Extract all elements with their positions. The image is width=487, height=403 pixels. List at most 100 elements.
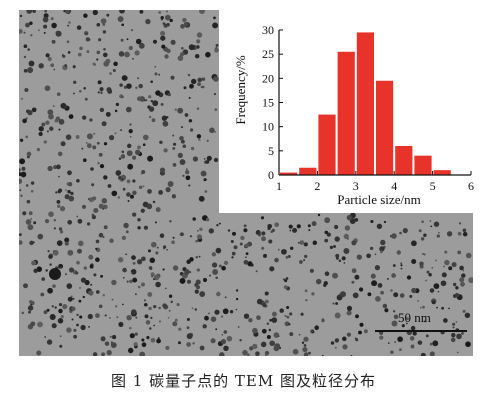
nanoparticle-dot [383,220,387,224]
nanoparticle-dot [103,175,108,180]
nanoparticle-dot [75,135,80,139]
nanoparticle-dot [203,178,207,182]
nanoparticle-dot [397,336,403,343]
nanoparticle-dot [21,311,25,315]
nanoparticle-dot [160,16,164,20]
y-tick-label: 20 [262,71,274,85]
nanoparticle-dot [332,302,335,305]
nanoparticle-dot [452,322,456,326]
nanoparticle-dot [110,342,117,349]
nanoparticle-dot [107,184,112,188]
nanoparticle-dot [380,290,384,295]
nanoparticle-dot [363,329,368,334]
nanoparticle-dot [359,322,364,327]
nanoparticle-dot [390,289,393,292]
nanoparticle-dot [66,283,73,289]
nanoparticle-dot [103,142,108,146]
nanoparticle-dot [195,255,199,259]
nanoparticle-dot [264,291,269,296]
nanoparticle-dot [256,315,261,321]
nanoparticle-dot [342,336,347,342]
nanoparticle-dot [168,294,173,298]
nanoparticle-dot [125,106,132,113]
nanoparticle-dot [171,240,175,245]
nanoparticle-dot [126,143,132,149]
nanoparticle-dot [33,221,37,225]
nanoparticle-dot [156,246,159,249]
nanoparticle-dot [189,271,192,274]
nanoparticle-dot [243,224,247,228]
nanoparticle-dot [127,163,134,170]
nanoparticle-dot [68,114,74,119]
nanoparticle-dot [233,245,238,250]
histogram-bar [433,170,451,175]
nanoparticle-dot [151,118,156,123]
nanoparticle-dot [423,253,426,256]
nanoparticle-dot [262,303,267,308]
nanoparticle-dot [174,108,177,111]
nanoparticle-dot [38,29,40,32]
nanoparticle-dot [183,86,187,90]
nanoparticle-dot [147,189,152,194]
nanoparticle-dot [121,178,124,181]
nanoparticle-dot [184,269,190,275]
nanoparticle-dot [73,80,77,84]
nanoparticle-dot [66,40,70,44]
nanoparticle-dot [27,67,34,74]
nanoparticle-dot [92,10,98,16]
nanoparticle-dot [147,292,153,297]
nanoparticle-dot [127,347,134,354]
nanoparticle-dot [59,335,62,338]
nanoparticle-dot [46,339,53,345]
nanoparticle-dot [260,216,265,220]
nanoparticle-dot [213,93,217,96]
nanoparticle-dot [412,331,417,336]
nanoparticle-dot [411,258,417,265]
nanoparticle-dot [112,69,116,72]
nanoparticle-dot [438,231,440,234]
nanoparticle-dot [153,274,160,281]
nanoparticle-dot [123,222,129,229]
histogram-bar [356,32,374,175]
nanoparticle-dot [229,310,234,314]
nanoparticle-dot [28,211,33,216]
nanoparticle-dot [453,282,457,287]
nanoparticle-dot [44,10,47,13]
nanoparticle-dot [310,330,313,333]
nanoparticle-dot [288,323,291,326]
nanoparticle-dot [367,292,372,297]
nanoparticle-dot [30,303,33,306]
nanoparticle-dot [47,109,54,116]
nanoparticle-dot [462,269,465,272]
nanoparticle-dot [346,332,351,337]
nanoparticle-dot [451,332,456,338]
nanoparticle-dot [132,179,136,183]
nanoparticle-dot [428,273,432,277]
nanoparticle-dot [19,29,23,34]
nanoparticle-dot [186,259,191,265]
nanoparticle-dot [351,240,357,246]
nanoparticle-dot [62,304,68,310]
nanoparticle-dot [100,336,106,342]
nanoparticle-dot [246,353,250,356]
nanoparticle-dot [65,189,67,192]
nanoparticle-dot [261,246,265,250]
nanoparticle-dot [96,50,101,55]
nanoparticle-dot [343,233,349,239]
nanoparticle-dot [143,225,149,230]
x-tick-label: 1 [276,179,282,193]
y-tick-label: 25 [262,47,274,61]
nanoparticle-dot [454,293,460,298]
nanoparticle-dot [394,341,396,343]
nanoparticle-dot [150,99,154,103]
nanoparticle-dot [25,219,32,225]
nanoparticle-dot [160,35,166,41]
nanoparticle-dot [420,237,425,241]
nanoparticle-dot [64,194,70,200]
nanoparticle-dot [191,307,194,310]
nanoparticle-dot [121,75,128,81]
nanoparticle-dot [199,227,203,232]
nanoparticle-dot [465,341,471,348]
nanoparticle-dot [52,249,59,256]
nanoparticle-dot [286,315,290,319]
